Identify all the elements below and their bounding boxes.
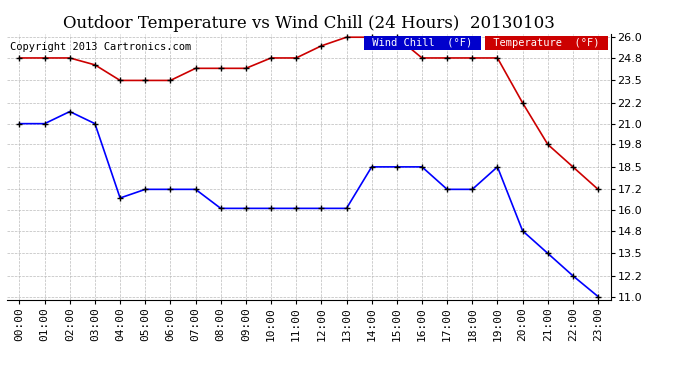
Title: Outdoor Temperature vs Wind Chill (24 Hours)  20130103: Outdoor Temperature vs Wind Chill (24 Ho… bbox=[63, 15, 555, 32]
Text: Wind Chill  (°F): Wind Chill (°F) bbox=[366, 38, 479, 48]
Text: Temperature  (°F): Temperature (°F) bbox=[487, 38, 606, 48]
Text: Copyright 2013 Cartronics.com: Copyright 2013 Cartronics.com bbox=[10, 42, 191, 52]
